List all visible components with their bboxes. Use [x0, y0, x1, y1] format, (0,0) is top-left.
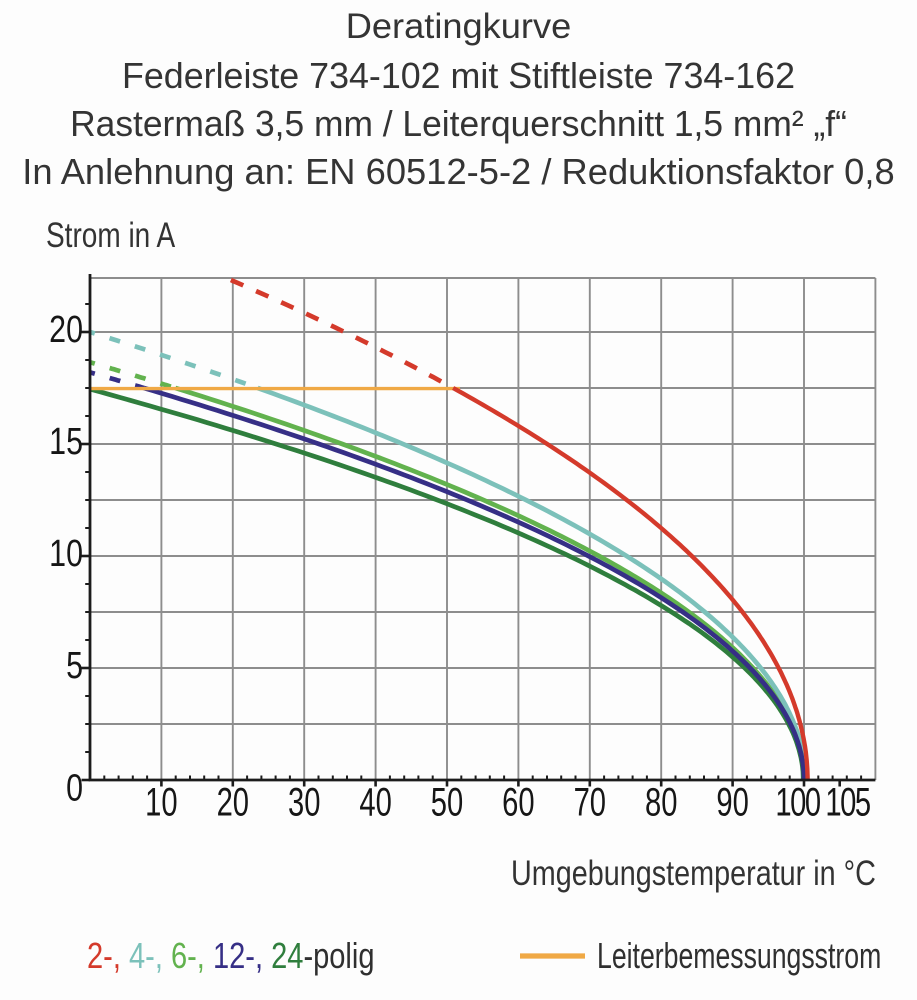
svg-text:10: 10	[49, 533, 83, 575]
svg-text:80: 80	[645, 780, 677, 825]
svg-text:20: 20	[217, 780, 249, 825]
svg-text:50: 50	[431, 780, 463, 825]
svg-text:40: 40	[359, 780, 391, 825]
svg-text:5: 5	[66, 645, 83, 687]
svg-text:60: 60	[502, 780, 534, 825]
svg-text:20: 20	[49, 309, 83, 351]
svg-text:90: 90	[716, 780, 748, 825]
svg-text:15: 15	[49, 421, 83, 463]
svg-text:70: 70	[574, 780, 606, 825]
svg-text:0: 0	[66, 767, 83, 809]
svg-text:10: 10	[145, 780, 177, 825]
svg-text:30: 30	[288, 780, 320, 825]
svg-text:100: 100	[775, 780, 820, 825]
svg-text:105: 105	[825, 780, 870, 825]
